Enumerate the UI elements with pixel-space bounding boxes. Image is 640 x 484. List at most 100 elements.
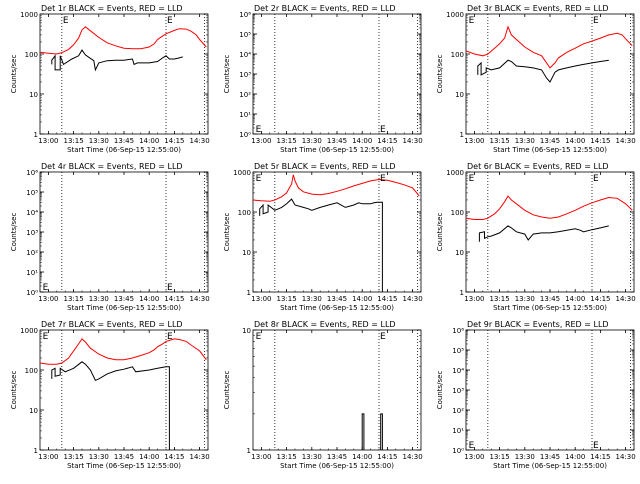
plot-frame <box>465 329 635 451</box>
x-tick-label: 13:30 <box>89 453 109 461</box>
x-tick-label: 14:00 <box>352 453 372 461</box>
x-tick-label: 14:15 <box>590 453 610 461</box>
event-marker-label: E <box>43 283 49 293</box>
x-tick-label: 13:30 <box>515 137 535 145</box>
y-tick-label: 100 <box>451 209 464 217</box>
lld-series-line <box>39 26 207 55</box>
y-tick-label: 10⁰ <box>239 131 251 139</box>
x-tick-label: 14:30 <box>190 137 210 145</box>
panel-det-7: Det 7r BLACK = Events, RED = LLD 13:00 13:… <box>10 320 210 470</box>
event-marker-label: E <box>469 16 475 26</box>
plot-frame <box>39 13 209 135</box>
plot-frame <box>252 171 422 293</box>
lld-series-line <box>465 195 633 220</box>
panel-det-3: Det 3r BLACK = Events, RED = LLD 13:00 13:… <box>436 4 636 154</box>
y-tick-label: 1 <box>460 289 464 297</box>
x-tick-label: 13:00 <box>464 295 484 303</box>
y-axis-label: Counts/sec <box>10 371 18 410</box>
x-tick-label: 14:15 <box>164 453 184 461</box>
event-marker-label: E <box>380 125 386 135</box>
y-tick-label: 10⁵ <box>452 347 464 355</box>
x-tick-label: 14:00 <box>352 295 372 303</box>
events-series-line <box>477 59 609 83</box>
events-series-line <box>51 49 183 72</box>
panel-title: Det 3r BLACK = Events, RED = LLD <box>467 4 609 13</box>
x-axis-label: Start Time (06-Sep-15 12:55:00) <box>280 462 394 470</box>
event-marker-label: E <box>469 441 475 451</box>
plot-frame <box>465 13 635 135</box>
y-tick-label: 10⁴ <box>452 367 464 375</box>
events-series-line <box>51 361 170 450</box>
x-tick-label: 13:15 <box>490 137 510 145</box>
x-axis-label: Start Time (06-Sep-15 12:55:00) <box>493 146 607 154</box>
x-tick-label: 14:15 <box>377 295 397 303</box>
x-tick-label: 14:30 <box>403 295 423 303</box>
x-tick-label: 14:30 <box>190 453 210 461</box>
event-marker-label: E <box>380 332 386 342</box>
y-tick-label: 100 <box>25 51 38 59</box>
event-marker-label: E <box>167 332 173 342</box>
x-axis-label: Start Time (06-Sep-15 12:55:00) <box>67 462 181 470</box>
y-tick-label: 10¹ <box>452 427 464 435</box>
x-tick-label: 14:30 <box>403 453 423 461</box>
x-tick-label: 13:00 <box>38 295 58 303</box>
y-tick-label: 10⁰ <box>26 289 38 297</box>
x-tick-label: 13:00 <box>464 453 484 461</box>
y-tick-label: 10 <box>29 91 38 99</box>
y-tick-label: 10 <box>455 91 464 99</box>
y-tick-label: 10 <box>29 407 38 415</box>
x-tick-label: 13:30 <box>515 295 535 303</box>
x-axis-label: Start Time (06-Sep-15 12:55:00) <box>493 462 607 470</box>
x-tick-label: 13:15 <box>490 295 510 303</box>
x-tick-label: 13:45 <box>114 295 134 303</box>
x-tick-label: 14:00 <box>565 453 585 461</box>
x-tick-label: 14:15 <box>590 137 610 145</box>
x-tick-label: 13:15 <box>277 295 297 303</box>
event-marker-label: E <box>380 174 386 184</box>
event-marker-label: E <box>256 174 262 184</box>
x-tick-label: 14:15 <box>164 137 184 145</box>
event-marker-label: E <box>593 174 599 184</box>
x-tick-label: 13:45 <box>327 453 347 461</box>
x-axis-label: Start Time (06-Sep-15 12:55:00) <box>280 304 394 312</box>
y-tick-label: 10¹ <box>239 111 251 119</box>
y-tick-label: 1 <box>247 447 251 455</box>
x-tick-label: 14:15 <box>164 295 184 303</box>
y-tick-label: 10² <box>26 249 38 257</box>
y-tick-label: 1000 <box>20 11 38 19</box>
x-tick-label: 14:00 <box>565 295 585 303</box>
panel-det-9: Det 9r BLACK = Events, RED = LLD 13:00 13:… <box>436 320 636 470</box>
x-tick-label: 13:30 <box>515 453 535 461</box>
y-tick-label: 10⁶ <box>239 11 251 19</box>
event-marker-label: E <box>167 16 173 26</box>
y-axis-label: Counts/sec <box>223 371 231 410</box>
x-tick-label: 13:30 <box>302 453 322 461</box>
x-tick-label: 14:30 <box>616 137 636 145</box>
x-tick-label: 14:15 <box>590 295 610 303</box>
x-tick-label: 14:00 <box>139 295 159 303</box>
x-axis-label: Start Time (06-Sep-15 12:55:00) <box>67 146 181 154</box>
y-tick-label: 10³ <box>452 387 464 395</box>
x-tick-label: 13:30 <box>302 137 322 145</box>
x-tick-label: 14:00 <box>139 453 159 461</box>
x-tick-label: 14:15 <box>377 137 397 145</box>
x-tick-label: 14:30 <box>616 453 636 461</box>
x-tick-label: 13:00 <box>464 137 484 145</box>
y-tick-label: 10⁴ <box>26 209 38 217</box>
plot-frame <box>39 171 209 293</box>
x-tick-label: 14:00 <box>139 137 159 145</box>
x-tick-label: 13:00 <box>251 295 271 303</box>
panel-title: Det 4r BLACK = Events, RED = LLD <box>41 162 183 171</box>
panel-title: Det 1r BLACK = Events, RED = LLD <box>41 4 183 13</box>
y-tick-label: 10¹ <box>26 269 38 277</box>
x-tick-label: 14:30 <box>616 295 636 303</box>
events-series-line <box>259 198 383 292</box>
y-tick-label: 1 <box>34 131 38 139</box>
y-tick-label: 10 <box>242 327 251 335</box>
x-tick-label: 13:45 <box>114 453 134 461</box>
x-tick-label: 13:15 <box>64 453 84 461</box>
x-tick-label: 14:30 <box>190 295 210 303</box>
x-tick-label: 13:00 <box>38 137 58 145</box>
panel-det-6: Det 6r BLACK = Events, RED = LLD 13:00 13:… <box>436 162 636 312</box>
